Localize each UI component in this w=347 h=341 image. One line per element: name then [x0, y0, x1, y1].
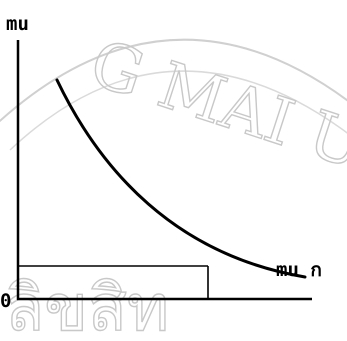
axes: [16, 40, 312, 301]
equilibrium-rectangle: [18, 265, 209, 299]
curve-label: mu ก: [276, 259, 322, 281]
watermark-arc: [0, 38, 347, 123]
watermark-arc-inner: [9, 70, 347, 151]
watermark-text-upper: G MAI U: [81, 27, 347, 185]
origin-label: 0: [0, 290, 11, 312]
curve: [55, 78, 307, 279]
watermark: G MAI U ลิขสิท: [0, 26, 347, 341]
y-axis-label: mu: [6, 13, 29, 35]
watermark-text-lower: ลิขสิท: [5, 272, 169, 341]
